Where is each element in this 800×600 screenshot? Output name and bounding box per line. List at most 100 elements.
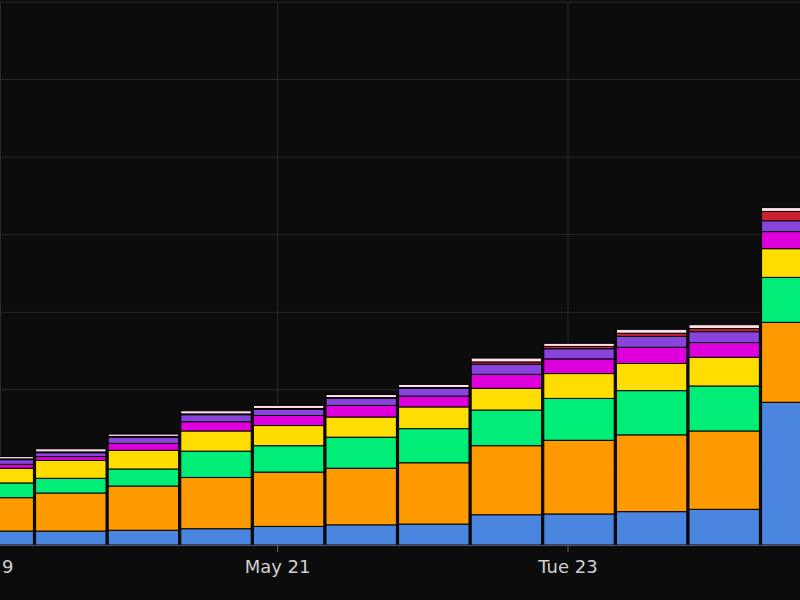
chart: 9 May 21 Tue 23: [0, 0, 800, 600]
bar-segment: [399, 396, 469, 407]
bar-segment: [108, 450, 178, 469]
bar-segment: [471, 410, 541, 446]
bar-segment: [689, 431, 759, 509]
bar-segment: [326, 398, 396, 405]
series: [0, 232, 800, 469]
bar-segment: [471, 515, 541, 545]
bar-segment: [36, 531, 106, 545]
bar-segment: [544, 374, 614, 399]
bar-segment: [181, 415, 251, 422]
x-tick: Tue 23: [537, 545, 597, 577]
x-tick-mark: [567, 545, 568, 552]
bar-segment: [181, 411, 251, 414]
bar-segment: [181, 422, 251, 431]
bar-segment: [181, 431, 251, 451]
bar-segment: [544, 440, 614, 514]
bar-segment: [0, 457, 33, 459]
bar-segment: [616, 391, 686, 435]
bar-segment: [616, 435, 686, 512]
bar-segment: [399, 407, 469, 429]
bar-segment: [616, 512, 686, 545]
bar-segment: [326, 525, 396, 545]
x-tick-label: Tue 23: [537, 556, 597, 577]
bar-segment: [471, 358, 541, 362]
x-axis-line: [0, 545, 800, 546]
bar-segment: [181, 529, 251, 545]
bar-segment: [253, 405, 323, 408]
bar-segment: [108, 437, 178, 443]
series: [0, 211, 800, 459]
bar-segment: [399, 388, 469, 396]
bar-segment: [471, 364, 541, 374]
bar-segment: [689, 325, 759, 329]
bar-segment: [36, 453, 106, 457]
x-tick: 9: [0, 545, 13, 577]
bar-segment: [326, 395, 396, 398]
y-grid-line: [0, 157, 800, 158]
bar-segment: [689, 357, 759, 386]
bar-segment: [326, 405, 396, 417]
bar-segment: [689, 509, 759, 545]
bar-segment: [762, 249, 800, 278]
y-grid-line: [0, 79, 800, 80]
bar-segment: [253, 415, 323, 425]
series: [0, 208, 800, 459]
bars: [0, 208, 800, 545]
series: [0, 322, 800, 531]
bar-segment: [108, 486, 178, 530]
x-axis: 9 May 21 Tue 23: [0, 545, 800, 577]
bar-segment: [0, 460, 33, 465]
y-grid-line: [0, 2, 800, 3]
bar-segment: [471, 374, 541, 388]
y-grid-line: [0, 234, 800, 235]
bar-segment: [689, 386, 759, 431]
bar-segment: [471, 446, 541, 515]
bar-segment: [544, 349, 614, 359]
bar-segment: [762, 322, 800, 402]
x-tick-mark: [277, 545, 278, 552]
bar-segment: [762, 232, 800, 249]
y-grid-line: [0, 312, 800, 313]
grid: [0, 2, 800, 545]
bar-segment: [108, 434, 178, 436]
bar-segment: [762, 277, 800, 322]
series: [0, 221, 800, 465]
bar-segment: [399, 384, 469, 387]
bar-segment: [326, 468, 396, 525]
bar-segment: [399, 524, 469, 545]
bar-segment: [544, 514, 614, 545]
bar-segment: [108, 443, 178, 450]
series: [0, 249, 800, 483]
bar-segment: [544, 359, 614, 374]
bar-segment: [253, 426, 323, 446]
bar-segment: [36, 457, 106, 461]
bar-segment: [326, 417, 396, 437]
bar-segment: [544, 398, 614, 440]
bar-segment: [36, 478, 106, 493]
bar-segment: [253, 526, 323, 545]
bar-segment: [181, 451, 251, 477]
bar-segment: [689, 343, 759, 358]
bar-segment: [762, 221, 800, 232]
x-tick: May 21: [245, 545, 311, 577]
bar-segment: [253, 446, 323, 472]
bar-segment: [762, 208, 800, 212]
bar-segment: [616, 329, 686, 333]
bar-segment: [253, 472, 323, 526]
bar-segment: [108, 469, 178, 486]
bar-segment: [471, 388, 541, 410]
bar-segment: [253, 409, 323, 415]
x-tick-label: 9: [2, 556, 13, 577]
bar-segment: [0, 468, 33, 483]
bar-segment: [181, 478, 251, 529]
bar-segment: [0, 531, 33, 545]
bar-segment: [36, 460, 106, 478]
bar-segment: [762, 402, 800, 545]
bar-segment: [762, 211, 800, 220]
bar-segment: [616, 347, 686, 363]
bar-segment: [616, 336, 686, 347]
bar-segment: [0, 464, 33, 468]
bar-segment: [36, 449, 106, 452]
x-tick-label: May 21: [245, 556, 311, 577]
bar-segment: [399, 429, 469, 463]
